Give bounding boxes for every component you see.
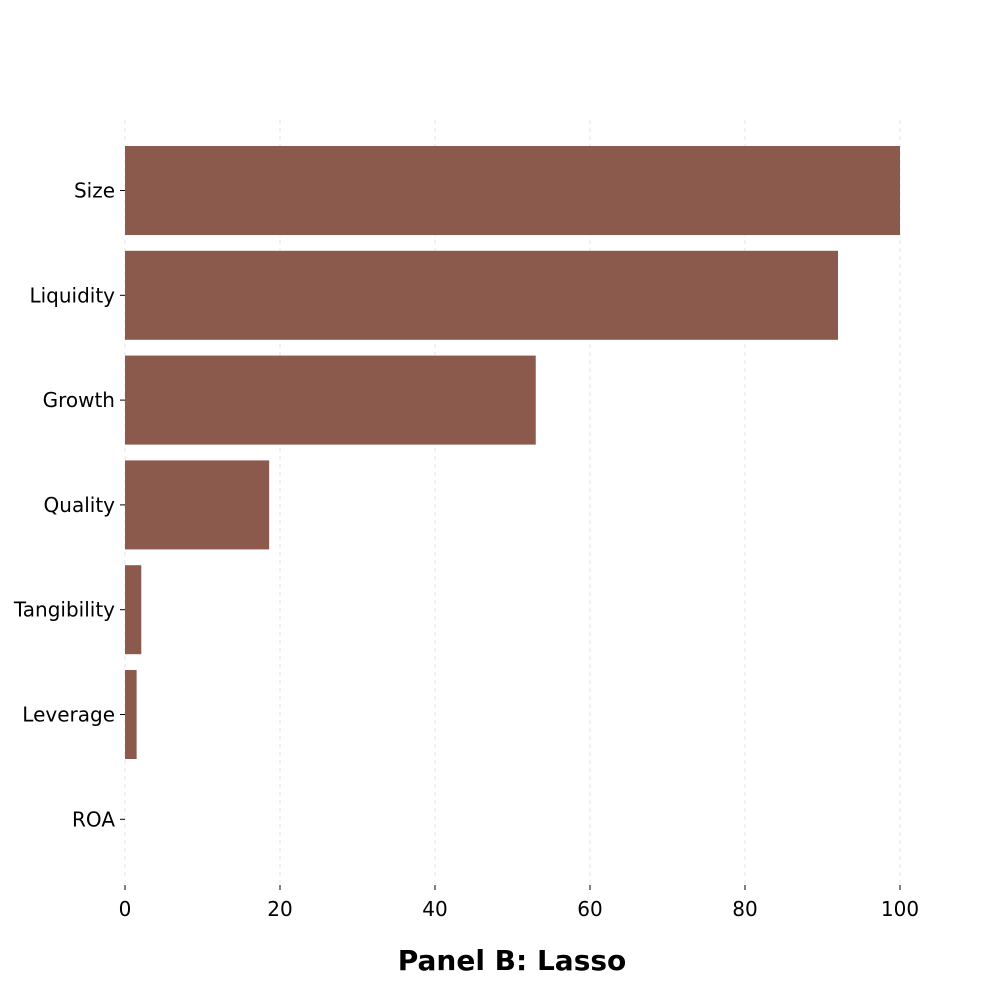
y-tick-label-leverage: Leverage <box>22 703 115 727</box>
x-tick-label-40: 40 <box>422 897 447 921</box>
chart-title: Panel B: Lasso <box>398 944 627 977</box>
y-tick-label-tangibility: Tangibility <box>13 598 115 622</box>
x-tick-label-20: 20 <box>267 897 292 921</box>
y-tick-label-growth: Growth <box>43 388 115 412</box>
category-axis: Size Liquidity Growth Quality Tangibility Lev… <box>13 179 125 831</box>
x-tick-label-80: 80 <box>732 897 757 921</box>
y-tick-label-size: Size <box>74 179 115 203</box>
x-tick-label-100: 100 <box>881 897 919 921</box>
bar-leverage <box>125 670 137 759</box>
bar-growth <box>125 355 536 445</box>
y-tick-label-roa: ROA <box>72 807 115 831</box>
bars <box>125 146 900 759</box>
bar-tangibility <box>125 565 142 655</box>
x-tick-label-0: 0 <box>119 897 132 921</box>
bar-quality <box>125 460 270 550</box>
x-tick-label-60: 60 <box>577 897 602 921</box>
bar-liquidity <box>125 250 838 340</box>
y-tick-label-liquidity: Liquidity <box>29 283 115 307</box>
y-tick-label-quality: Quality <box>44 493 116 517</box>
bar-size <box>125 146 900 235</box>
value-axis: 0 20 40 60 80 100 <box>119 885 919 921</box>
